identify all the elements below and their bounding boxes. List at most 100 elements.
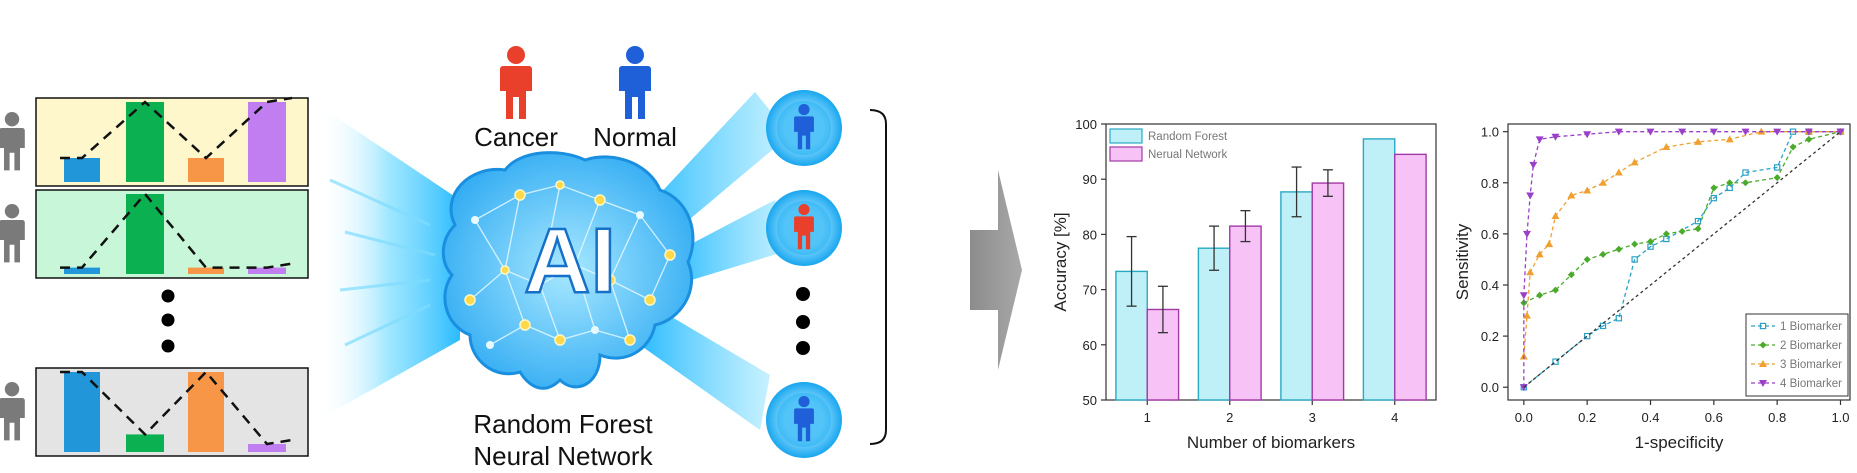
x-tick-label: 0.2 xyxy=(1578,410,1596,425)
biomarker-bar xyxy=(126,434,164,452)
input-panel xyxy=(35,96,309,187)
data-point xyxy=(1630,158,1639,166)
data-point xyxy=(1567,271,1575,279)
legend-entry: 2 Biomarker xyxy=(1751,340,1842,352)
data-point xyxy=(1583,255,1591,263)
data-point xyxy=(1631,256,1638,263)
patient-person-icon xyxy=(0,112,25,171)
cancer-label: Cancer xyxy=(474,122,558,152)
data-point xyxy=(1710,194,1718,202)
data-point xyxy=(1614,168,1623,176)
legend-entry: 3 Biomarker xyxy=(1751,359,1842,371)
accuracy-bar xyxy=(1280,191,1313,401)
prediction-circle xyxy=(766,90,842,166)
data-point xyxy=(1759,322,1767,330)
data-point xyxy=(1647,238,1654,246)
y-tick-label: 70 xyxy=(1083,283,1097,298)
biomarker-profile-line xyxy=(60,192,293,269)
data-point xyxy=(1759,380,1767,387)
data-point xyxy=(1742,179,1749,187)
biomarker-bar xyxy=(64,158,100,182)
data-point xyxy=(1583,186,1592,194)
y-tick-label: 90 xyxy=(1083,172,1097,187)
accuracy-bar xyxy=(1362,138,1396,401)
y-axis-title: Accuracy [%] xyxy=(1051,212,1070,311)
error-bar xyxy=(1209,225,1220,271)
svg-text:2 Biomarker: 2 Biomarker xyxy=(1780,340,1842,352)
data-point xyxy=(1615,315,1623,322)
data-point xyxy=(1662,143,1671,150)
data-point xyxy=(1741,128,1750,136)
model-label-neural-network: Neural Network xyxy=(473,441,653,471)
x-tick-label: 0.6 xyxy=(1705,410,1723,425)
chance-diagonal-line xyxy=(1523,131,1841,388)
data-point xyxy=(1526,192,1535,200)
roc-curve-chart: 0.0 0.2 0.4 0.6 0.8 1.0 0.0 0.2 0.4 0.6 0.8 1.0 1-sp… xyxy=(1453,123,1851,452)
biomarker-bar xyxy=(188,372,224,452)
data-point xyxy=(1836,128,1845,136)
ellipsis-dots-right xyxy=(796,287,810,355)
data-point xyxy=(1551,212,1560,219)
input-light-beam xyxy=(318,105,460,420)
cancer-person-icon xyxy=(500,46,532,119)
data-point xyxy=(1535,136,1544,144)
biomarker-bar xyxy=(126,102,164,182)
x-tick-label: 0.0 xyxy=(1515,410,1533,425)
data-point xyxy=(1519,292,1528,300)
data-point xyxy=(1552,286,1559,294)
accuracy-bar xyxy=(1311,182,1345,401)
svg-text:Nerual Network: Nerual Network xyxy=(1148,149,1227,161)
data-point xyxy=(1694,225,1702,233)
accuracy-bar xyxy=(1197,247,1231,401)
prediction-circle xyxy=(766,382,842,458)
process-arrow-icon xyxy=(970,170,1022,370)
data-point xyxy=(1773,174,1781,182)
normal-prediction-person-icon xyxy=(794,104,814,150)
model-label-random-forest: Random Forest xyxy=(473,409,653,439)
legend-entry: Random Forest xyxy=(1109,128,1228,144)
data-point xyxy=(1773,164,1781,171)
patient-person-icon xyxy=(0,204,25,263)
data-point xyxy=(1526,268,1535,276)
y-axis-title: Sensitivity xyxy=(1453,223,1472,300)
x-tick-label: 2 xyxy=(1226,410,1233,425)
svg-text:Random Forest: Random Forest xyxy=(1148,131,1228,143)
data-point xyxy=(1759,341,1767,349)
data-point xyxy=(1804,128,1813,136)
roc-series xyxy=(1519,128,1845,392)
data-point xyxy=(1678,227,1686,235)
data-point xyxy=(1614,128,1623,136)
error-bar xyxy=(1157,285,1168,334)
data-point xyxy=(1726,179,1734,187)
svg-text:1 Biomarker: 1 Biomarker xyxy=(1780,321,1842,333)
data-point xyxy=(1545,240,1554,248)
normal-person-icon xyxy=(619,46,651,119)
error-bar xyxy=(1322,169,1333,197)
accuracy-bar xyxy=(1229,225,1262,401)
data-point xyxy=(1646,128,1655,136)
svg-text:4 Biomarker: 4 Biomarker xyxy=(1780,378,1842,390)
data-point xyxy=(1725,135,1734,143)
ai-label: AI xyxy=(524,210,616,312)
x-tick-label: 3 xyxy=(1309,410,1316,425)
y-tick-label: 50 xyxy=(1083,393,1097,408)
plot-frame xyxy=(1105,123,1437,401)
data-point xyxy=(1551,133,1560,141)
output-bracket xyxy=(869,109,887,445)
x-tick-label: 1.0 xyxy=(1831,410,1849,425)
patient-person-icon xyxy=(0,382,25,441)
data-point xyxy=(1742,169,1749,176)
data-point xyxy=(1694,137,1702,145)
y-tick-label: 0.2 xyxy=(1481,329,1499,344)
x-axis-title: 1-specificity xyxy=(1635,433,1724,452)
data-point xyxy=(1529,161,1538,169)
y-tick-label: 0.4 xyxy=(1481,278,1499,293)
biomarker-bar xyxy=(188,267,224,274)
data-point xyxy=(1615,245,1623,253)
data-point xyxy=(1567,191,1576,199)
data-point xyxy=(1552,358,1559,365)
data-point xyxy=(1523,230,1531,238)
data-point xyxy=(1662,230,1670,238)
cancer-prediction-person-icon xyxy=(794,204,814,250)
